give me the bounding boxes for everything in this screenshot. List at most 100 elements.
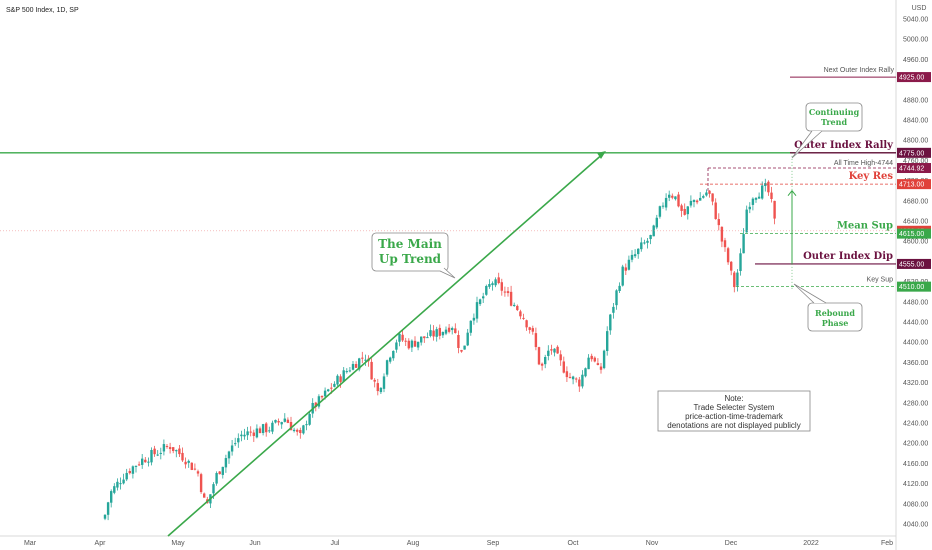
candle-body [317, 396, 321, 407]
candle-body [258, 428, 262, 434]
candle [296, 428, 299, 436]
candle-body [289, 421, 293, 431]
candle [643, 239, 646, 245]
key-res-badge-label: 4713.00 [899, 182, 924, 189]
candle [516, 304, 519, 312]
candle-body [509, 291, 513, 306]
candle-body [218, 471, 221, 475]
candle [668, 190, 671, 202]
candle [382, 373, 386, 393]
candle-body [203, 493, 206, 498]
range-arrow-head [787, 189, 797, 197]
candle [630, 250, 634, 263]
y-tick-label: 4320.00 [903, 380, 928, 387]
candle-body [150, 450, 153, 463]
candle-body [444, 329, 448, 334]
candle [261, 423, 265, 436]
candle-body [522, 317, 525, 319]
candle-body [392, 350, 395, 359]
candle-body [668, 194, 671, 198]
candle [249, 426, 252, 437]
continuing-callout-box [805, 102, 863, 132]
candle [354, 361, 358, 368]
candle-body [618, 285, 621, 291]
candle-body [671, 195, 674, 198]
candle [730, 260, 733, 276]
x-tick-label: Oct [568, 540, 579, 547]
candle [379, 387, 383, 395]
candle-body [702, 196, 705, 198]
candle-body [190, 462, 193, 470]
candle-body [302, 425, 305, 434]
candle [277, 418, 280, 426]
candle [416, 341, 420, 351]
candle-body [677, 194, 680, 207]
candle [224, 454, 228, 473]
candle-body [395, 342, 398, 350]
candle-body [330, 387, 333, 389]
candle-body [606, 331, 609, 352]
candle-body [103, 514, 107, 519]
candle-body [711, 193, 714, 202]
candle-body [292, 429, 296, 432]
candle [705, 189, 708, 197]
candle [677, 191, 680, 208]
candle-body [686, 206, 689, 215]
x-tick-label: Aug [407, 540, 420, 547]
candle [683, 203, 686, 216]
candle [280, 421, 283, 429]
candle-body [457, 335, 460, 348]
candle-body [420, 336, 423, 343]
candle [525, 319, 528, 331]
candle [544, 354, 547, 369]
candle-body [754, 197, 758, 200]
candle-body [333, 383, 336, 387]
candle [509, 285, 513, 307]
y-tick-label: 4160.00 [903, 461, 928, 468]
candle [584, 367, 587, 378]
candle-body [637, 248, 640, 255]
candle [534, 327, 538, 351]
candle-body [131, 466, 135, 474]
candle [478, 298, 482, 307]
x-tick-label: Jun [249, 540, 260, 547]
candle [513, 302, 516, 307]
candle-body [736, 272, 739, 286]
note-box [657, 390, 811, 432]
candle-body [438, 327, 441, 336]
candle-body [370, 361, 373, 380]
candle [460, 349, 463, 353]
chart-title: S&P 500 Index, 1D, SP [6, 7, 79, 14]
candle [652, 224, 655, 237]
candle [131, 465, 135, 479]
candle [209, 494, 212, 509]
candle [671, 193, 674, 200]
candle [420, 336, 423, 346]
continuing-text-1: Continuing [809, 107, 860, 117]
candle [708, 190, 711, 198]
candle-body [351, 363, 355, 370]
candle [271, 420, 274, 435]
candle-body [156, 454, 159, 456]
candle-body [748, 206, 751, 210]
candle-body [565, 371, 569, 378]
candle [454, 323, 457, 334]
candle-body [227, 451, 231, 459]
candle-body [680, 205, 683, 211]
candle-body [469, 320, 472, 333]
candle-body [175, 450, 178, 452]
candle [587, 354, 590, 370]
y-tick-label: 5000.00 [903, 37, 928, 44]
currency-label: USD [912, 5, 927, 12]
candle [134, 465, 138, 473]
candle-body [168, 447, 172, 449]
candle-body [296, 429, 299, 432]
candle-body [423, 336, 426, 339]
candle [457, 330, 460, 354]
candle [258, 426, 262, 434]
candle [243, 428, 246, 440]
key-res-label: Key Res [849, 171, 894, 182]
candle-body [661, 205, 665, 207]
candle [165, 444, 169, 449]
candle-body [587, 357, 590, 370]
